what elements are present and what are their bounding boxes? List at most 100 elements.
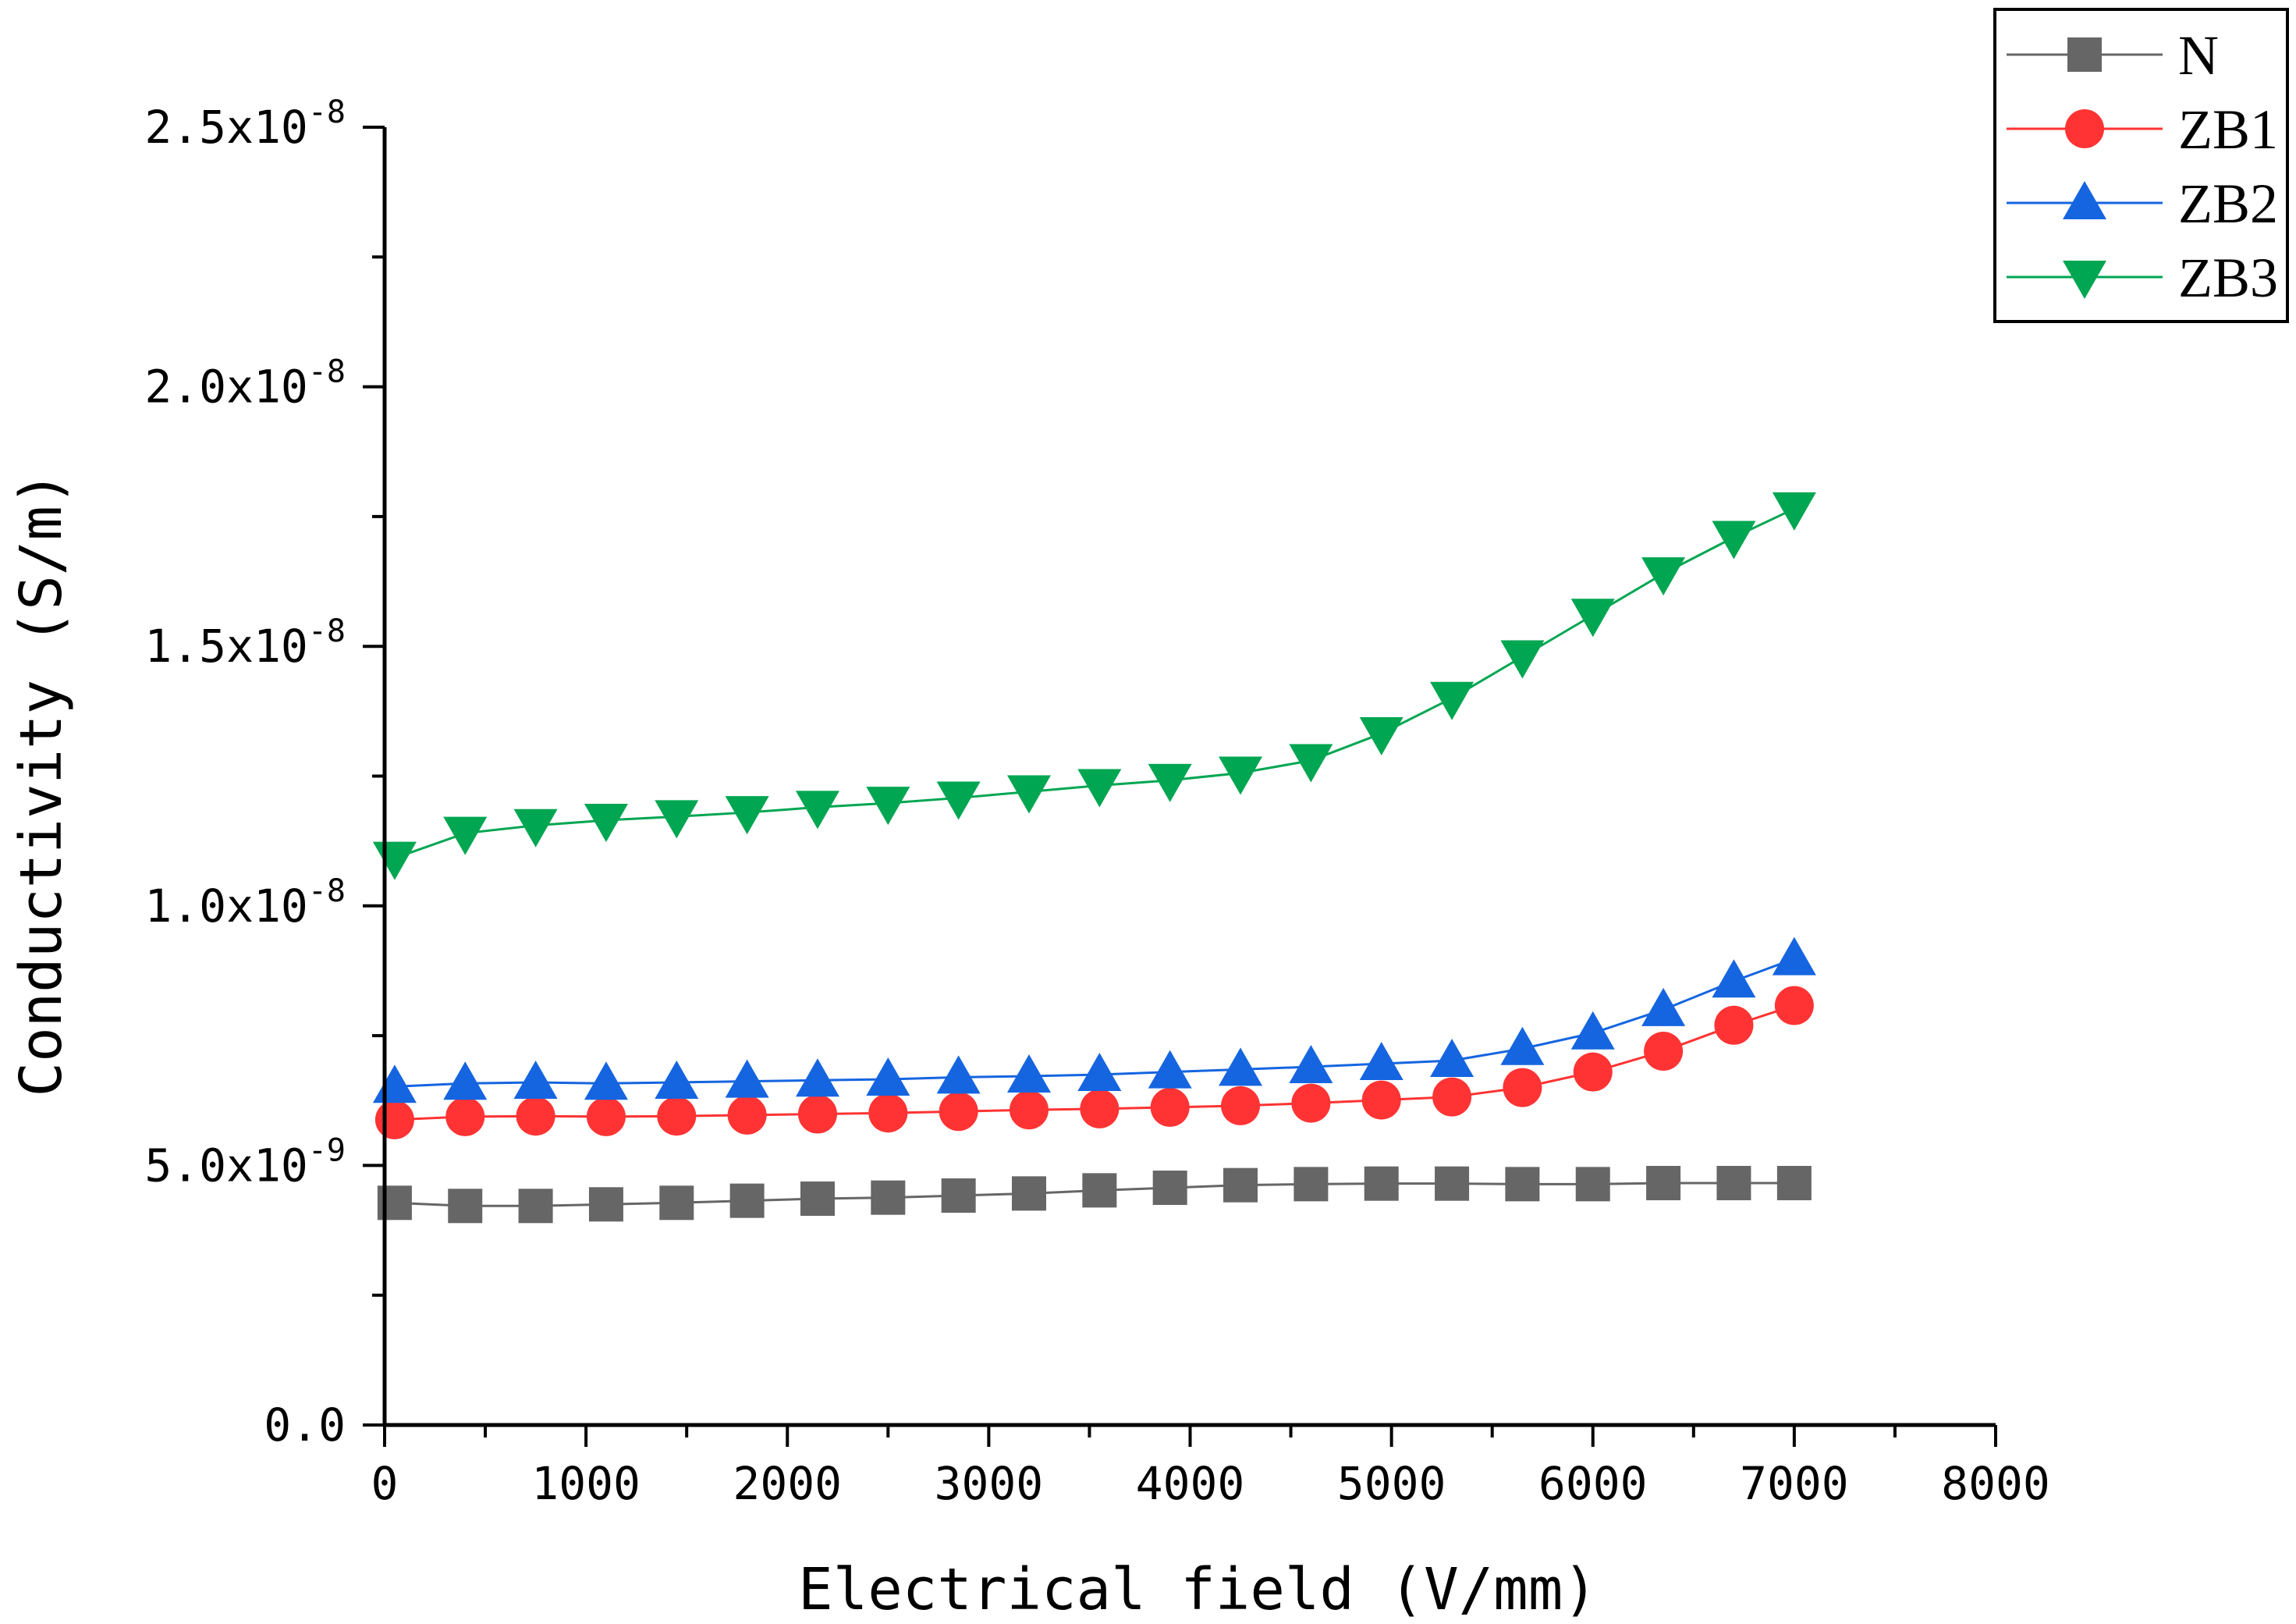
data-point-ZB3 bbox=[1772, 492, 1816, 531]
data-point-ZB2 bbox=[1077, 1052, 1122, 1091]
data-point-N bbox=[1776, 1166, 1812, 1201]
data-point-ZB2 bbox=[1430, 1039, 1474, 1078]
data-point-ZB3 bbox=[1430, 681, 1474, 720]
data-point-ZB2 bbox=[1570, 1011, 1615, 1050]
x-axis-title: Electrical field (V/mm) bbox=[798, 1556, 1598, 1623]
data-point-ZB2 bbox=[1641, 987, 1686, 1026]
data-point-ZB1 bbox=[586, 1096, 626, 1136]
data-point-ZB1 bbox=[657, 1096, 697, 1136]
data-point-ZB2 bbox=[372, 1064, 417, 1103]
data-point-ZB3 bbox=[1641, 557, 1686, 596]
data-point-ZB1 bbox=[727, 1095, 767, 1135]
data-point-ZB3 bbox=[584, 804, 628, 843]
data-point-N bbox=[1152, 1171, 1187, 1206]
data-point-ZB3 bbox=[1077, 769, 1122, 808]
data-point-ZB2 bbox=[866, 1057, 910, 1096]
data-point-N bbox=[1716, 1166, 1751, 1201]
data-point-ZB1 bbox=[1010, 1090, 1049, 1130]
legend-entry-ZB1: ZB1 bbox=[2007, 98, 2278, 161]
legend-entry-N: N bbox=[2007, 24, 2219, 87]
legend-entry-ZB2: ZB2 bbox=[2007, 172, 2278, 235]
data-point-ZB2 bbox=[1712, 959, 1756, 998]
data-point-ZB1 bbox=[1291, 1083, 1331, 1123]
x-tick-label: 8000 bbox=[1941, 1457, 2050, 1510]
legend-marker bbox=[2065, 109, 2104, 148]
data-point-N bbox=[1435, 1166, 1470, 1201]
data-point-ZB2 bbox=[795, 1058, 839, 1097]
data-point-ZB3 bbox=[936, 781, 981, 820]
data-point-ZB1 bbox=[939, 1092, 978, 1132]
legend-box bbox=[1993, 8, 2289, 323]
data-point-ZB1 bbox=[1361, 1080, 1401, 1120]
data-point-N bbox=[659, 1185, 694, 1221]
data-point-ZB1 bbox=[1150, 1087, 1190, 1127]
x-tick-label: 1000 bbox=[531, 1457, 641, 1510]
data-point-ZB2 bbox=[1772, 936, 1816, 975]
data-point-N bbox=[1575, 1167, 1610, 1202]
y-tick-label: 1.0x10-8 bbox=[144, 873, 346, 933]
data-point-ZB2 bbox=[1359, 1042, 1404, 1081]
data-point-ZB2 bbox=[584, 1061, 628, 1100]
data-point-N bbox=[1012, 1176, 1046, 1211]
data-point-N bbox=[1293, 1167, 1329, 1202]
legend-label: N bbox=[2178, 24, 2219, 87]
legend: N ZB1 ZB2 ZB3 bbox=[1993, 8, 2289, 323]
data-point-ZB1 bbox=[868, 1093, 908, 1133]
y-tick-label: 5.0x10-9 bbox=[144, 1132, 346, 1192]
data-point-ZB1 bbox=[797, 1094, 837, 1134]
data-point-ZB1 bbox=[1221, 1086, 1261, 1125]
series-ZB2 bbox=[372, 936, 1816, 1103]
data-point-N bbox=[800, 1181, 835, 1216]
data-point-ZB2 bbox=[936, 1055, 981, 1094]
data-point-N bbox=[518, 1189, 553, 1224]
series-ZB3 bbox=[372, 492, 1816, 880]
data-point-N bbox=[1505, 1167, 1540, 1202]
data-point-ZB1 bbox=[1644, 1032, 1684, 1071]
data-point-ZB3 bbox=[1712, 521, 1756, 560]
legend-entry-ZB3: ZB3 bbox=[2007, 247, 2278, 309]
data-point-ZB1 bbox=[1080, 1089, 1120, 1128]
data-point-ZB2 bbox=[1007, 1054, 1051, 1093]
data-point-ZB3 bbox=[1289, 744, 1333, 783]
data-point-ZB3 bbox=[866, 787, 910, 826]
series-ZB1 bbox=[374, 986, 1814, 1139]
y-tick-label: 1.5x10-8 bbox=[144, 613, 346, 673]
data-point-ZB2 bbox=[1148, 1050, 1192, 1089]
x-tick-label: 0 bbox=[371, 1457, 399, 1510]
data-point-N bbox=[1646, 1166, 1681, 1201]
data-point-ZB1 bbox=[1432, 1077, 1472, 1117]
y-axis-title: Conductivity (S/m) bbox=[8, 471, 75, 1097]
legend-label: ZB3 bbox=[2178, 247, 2278, 309]
legend-marker bbox=[2063, 261, 2106, 299]
x-tick-label: 4000 bbox=[1136, 1457, 1245, 1510]
data-point-ZB3 bbox=[513, 808, 558, 848]
data-point-N bbox=[1364, 1166, 1399, 1201]
y-tick-label: 0.0 bbox=[264, 1398, 346, 1452]
data-point-ZB2 bbox=[513, 1060, 558, 1099]
series-N bbox=[377, 1166, 1812, 1224]
data-point-ZB3 bbox=[1359, 716, 1404, 755]
x-tick-label: 6000 bbox=[1538, 1457, 1648, 1510]
data-point-ZB1 bbox=[1774, 986, 1814, 1025]
axes: 0 1000 2000 3000 4000 5000 6000 7000 8000 0.0 5.0x… bbox=[8, 94, 2050, 1623]
data-point-ZB1 bbox=[1573, 1052, 1613, 1092]
data-point-N bbox=[448, 1189, 483, 1224]
data-point-ZB3 bbox=[372, 841, 417, 880]
data-point-ZB2 bbox=[1289, 1045, 1333, 1084]
y-tick-label: 2.0x10-8 bbox=[144, 354, 346, 414]
legend-label: ZB1 bbox=[2178, 98, 2278, 161]
data-point-ZB2 bbox=[725, 1059, 769, 1098]
data-point-N bbox=[729, 1183, 765, 1218]
data-point-ZB3 bbox=[1219, 756, 1263, 795]
x-tick-label: 5000 bbox=[1337, 1457, 1446, 1510]
data-point-ZB3 bbox=[725, 796, 769, 835]
data-point-ZB2 bbox=[1500, 1026, 1545, 1065]
data-point-ZB3 bbox=[1148, 763, 1192, 802]
data-point-N bbox=[1223, 1167, 1258, 1203]
data-point-ZB1 bbox=[1503, 1068, 1542, 1107]
data-point-N bbox=[871, 1180, 906, 1215]
plot-area bbox=[372, 492, 1816, 1224]
data-point-N bbox=[1082, 1173, 1117, 1208]
data-point-ZB3 bbox=[1570, 599, 1615, 638]
